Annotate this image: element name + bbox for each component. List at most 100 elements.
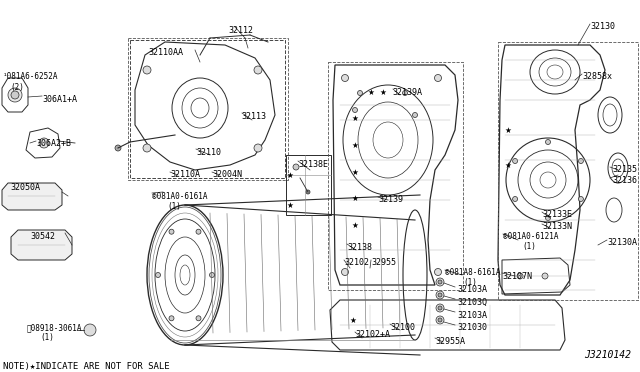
Text: 32858x: 32858x xyxy=(582,72,612,81)
Text: NOTE)★INDICATE ARE NOT FOR SALE: NOTE)★INDICATE ARE NOT FOR SALE xyxy=(3,362,170,371)
Text: 32135: 32135 xyxy=(612,165,637,174)
Text: 32102: 32102 xyxy=(344,258,369,267)
Text: 306A2+B: 306A2+B xyxy=(36,139,71,148)
Bar xyxy=(128,38,288,180)
Text: (2): (2) xyxy=(10,83,24,92)
Text: ★: ★ xyxy=(351,221,358,230)
Text: 32139: 32139 xyxy=(378,195,403,204)
Text: ¹081A6-6252A: ¹081A6-6252A xyxy=(3,72,58,81)
Ellipse shape xyxy=(169,316,174,321)
Ellipse shape xyxy=(436,291,444,299)
Text: 32133E: 32133E xyxy=(542,210,572,219)
Ellipse shape xyxy=(579,158,584,164)
Ellipse shape xyxy=(438,280,442,284)
Ellipse shape xyxy=(542,273,548,279)
Text: 32139A: 32139A xyxy=(392,88,422,97)
Ellipse shape xyxy=(115,145,121,151)
Text: (1): (1) xyxy=(522,242,536,251)
Text: 32103A: 32103A xyxy=(457,311,487,320)
Ellipse shape xyxy=(156,273,161,278)
Text: 32110: 32110 xyxy=(196,148,221,157)
Text: ★: ★ xyxy=(504,125,511,135)
Text: 32955A: 32955A xyxy=(435,337,465,346)
Text: ★: ★ xyxy=(367,87,374,96)
Text: (1): (1) xyxy=(40,333,54,342)
Ellipse shape xyxy=(169,229,174,234)
Ellipse shape xyxy=(342,74,349,81)
Text: ★: ★ xyxy=(351,141,358,150)
Text: ★: ★ xyxy=(351,113,358,122)
Text: 32110AA: 32110AA xyxy=(148,48,183,57)
Ellipse shape xyxy=(84,324,96,336)
Bar xyxy=(328,62,463,290)
Ellipse shape xyxy=(293,164,299,170)
Text: 30542: 30542 xyxy=(30,232,55,241)
Ellipse shape xyxy=(143,144,151,152)
Ellipse shape xyxy=(209,273,214,278)
Bar xyxy=(498,42,638,300)
Ellipse shape xyxy=(413,112,417,118)
Ellipse shape xyxy=(579,196,584,202)
Ellipse shape xyxy=(196,229,201,234)
Text: 321030: 321030 xyxy=(457,323,487,332)
Text: 32112: 32112 xyxy=(228,26,253,35)
Text: ★: ★ xyxy=(349,315,356,324)
Text: 32136: 32136 xyxy=(612,176,637,185)
Ellipse shape xyxy=(358,90,362,96)
Ellipse shape xyxy=(254,66,262,74)
Ellipse shape xyxy=(342,269,349,276)
Ellipse shape xyxy=(143,66,151,74)
Text: 32133N: 32133N xyxy=(542,222,572,231)
Text: 32955: 32955 xyxy=(371,258,396,267)
Text: 32138: 32138 xyxy=(347,243,372,252)
Text: 32100: 32100 xyxy=(390,323,415,332)
Ellipse shape xyxy=(254,144,262,152)
Ellipse shape xyxy=(513,196,518,202)
Ellipse shape xyxy=(196,316,201,321)
Ellipse shape xyxy=(545,140,550,144)
Bar xyxy=(130,40,285,178)
Ellipse shape xyxy=(435,74,442,81)
Ellipse shape xyxy=(353,108,358,112)
Text: ★: ★ xyxy=(351,167,358,176)
Text: 32004N: 32004N xyxy=(212,170,242,179)
Ellipse shape xyxy=(11,91,19,99)
Text: 32050A: 32050A xyxy=(10,183,40,192)
Ellipse shape xyxy=(39,138,49,148)
Text: ★: ★ xyxy=(287,201,293,209)
Text: 32107N: 32107N xyxy=(502,272,532,281)
Text: 32130: 32130 xyxy=(590,22,615,31)
Text: 32102+A: 32102+A xyxy=(355,330,390,339)
Text: 32113: 32113 xyxy=(241,112,266,121)
Ellipse shape xyxy=(438,306,442,310)
Ellipse shape xyxy=(306,190,310,194)
Bar xyxy=(286,155,331,215)
Text: ⓝ08918-3061A: ⓝ08918-3061A xyxy=(27,323,83,332)
Ellipse shape xyxy=(436,304,444,312)
Text: 32103A: 32103A xyxy=(457,285,487,294)
Ellipse shape xyxy=(545,215,550,221)
Ellipse shape xyxy=(435,269,442,276)
Polygon shape xyxy=(11,230,72,260)
Text: ★: ★ xyxy=(351,193,358,202)
Text: 306A1+A: 306A1+A xyxy=(42,95,77,104)
Text: (1): (1) xyxy=(167,202,181,211)
Text: ★: ★ xyxy=(287,170,293,180)
Ellipse shape xyxy=(403,90,408,96)
Ellipse shape xyxy=(436,278,444,286)
Ellipse shape xyxy=(517,273,523,279)
Text: (1): (1) xyxy=(463,278,477,287)
Text: 32110A: 32110A xyxy=(170,170,200,179)
Text: ★: ★ xyxy=(380,87,387,96)
Text: ®081A8-6161A: ®081A8-6161A xyxy=(445,268,500,277)
Text: ®081A0-6161A: ®081A0-6161A xyxy=(152,192,207,201)
Text: 32138E: 32138E xyxy=(298,160,328,169)
Text: ★: ★ xyxy=(504,160,511,170)
Text: 32130A: 32130A xyxy=(607,238,637,247)
Ellipse shape xyxy=(438,293,442,297)
Ellipse shape xyxy=(513,158,518,164)
Ellipse shape xyxy=(436,316,444,324)
Text: 32103Q: 32103Q xyxy=(457,298,487,307)
Text: J3210142: J3210142 xyxy=(584,350,631,360)
Ellipse shape xyxy=(438,318,442,322)
